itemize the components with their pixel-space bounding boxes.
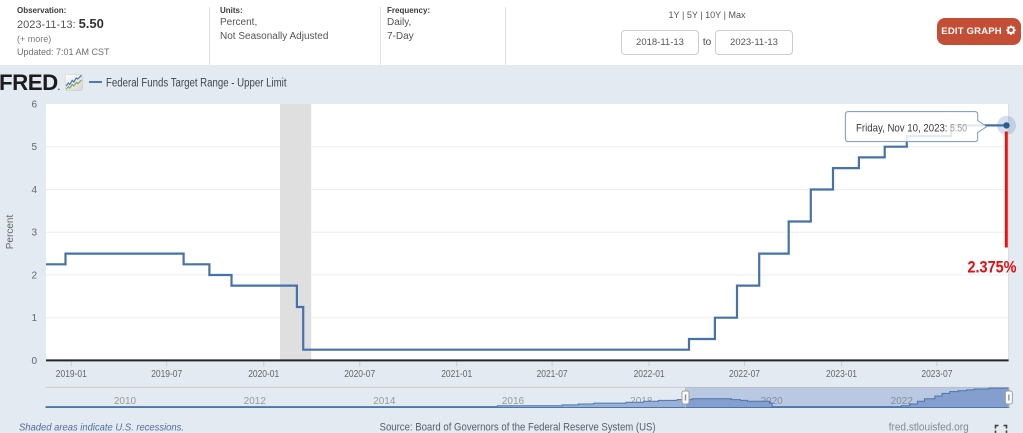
svg-text:2018: 2018: [630, 396, 653, 407]
svg-text:2014: 2014: [373, 396, 396, 407]
svg-text:Federal Funds Target Range - U: Federal Funds Target Range - Upper Limit: [106, 78, 287, 90]
svg-text:2.375%: 2.375%: [968, 259, 1017, 277]
svg-text:fred.stlouisfed.org: fred.stlouisfed.org: [889, 422, 969, 433]
svg-text:1: 1: [31, 313, 37, 324]
svg-text:Shaded areas indicate U.S. rec: Shaded areas indicate U.S. recessions.: [19, 422, 184, 433]
svg-text:4: 4: [31, 185, 37, 196]
svg-text:3: 3: [31, 228, 37, 239]
svg-text:5: 5: [31, 142, 37, 153]
svg-text:2019-07: 2019-07: [151, 369, 182, 380]
svg-text:2021-07: 2021-07: [537, 369, 568, 380]
svg-text:2022-01: 2022-01: [634, 369, 665, 380]
svg-text:2021-01: 2021-01: [441, 369, 472, 380]
svg-text:Friday, Nov 10, 2023:: Friday, Nov 10, 2023:: [856, 122, 948, 134]
svg-text:2020-01: 2020-01: [248, 369, 279, 380]
svg-text:Percent: Percent: [5, 215, 16, 250]
svg-text:6: 6: [31, 100, 37, 111]
svg-text:2019-01: 2019-01: [56, 369, 87, 380]
svg-text:2020: 2020: [760, 396, 783, 407]
svg-text:2023-07: 2023-07: [921, 369, 952, 380]
svg-text:2020-07: 2020-07: [344, 369, 375, 380]
svg-text:0: 0: [31, 356, 37, 367]
svg-text:2022-07: 2022-07: [729, 369, 760, 380]
svg-text:Source: Board of Governors of: Source: Board of Governors of the Federa…: [380, 422, 656, 433]
svg-text:2023-01: 2023-01: [826, 369, 857, 380]
svg-text:2022: 2022: [891, 396, 914, 407]
svg-text:2016: 2016: [502, 396, 525, 407]
svg-text:2012: 2012: [244, 396, 267, 407]
svg-text:2010: 2010: [114, 396, 137, 407]
svg-text:5.50: 5.50: [950, 122, 967, 134]
svg-text:2: 2: [31, 270, 37, 281]
